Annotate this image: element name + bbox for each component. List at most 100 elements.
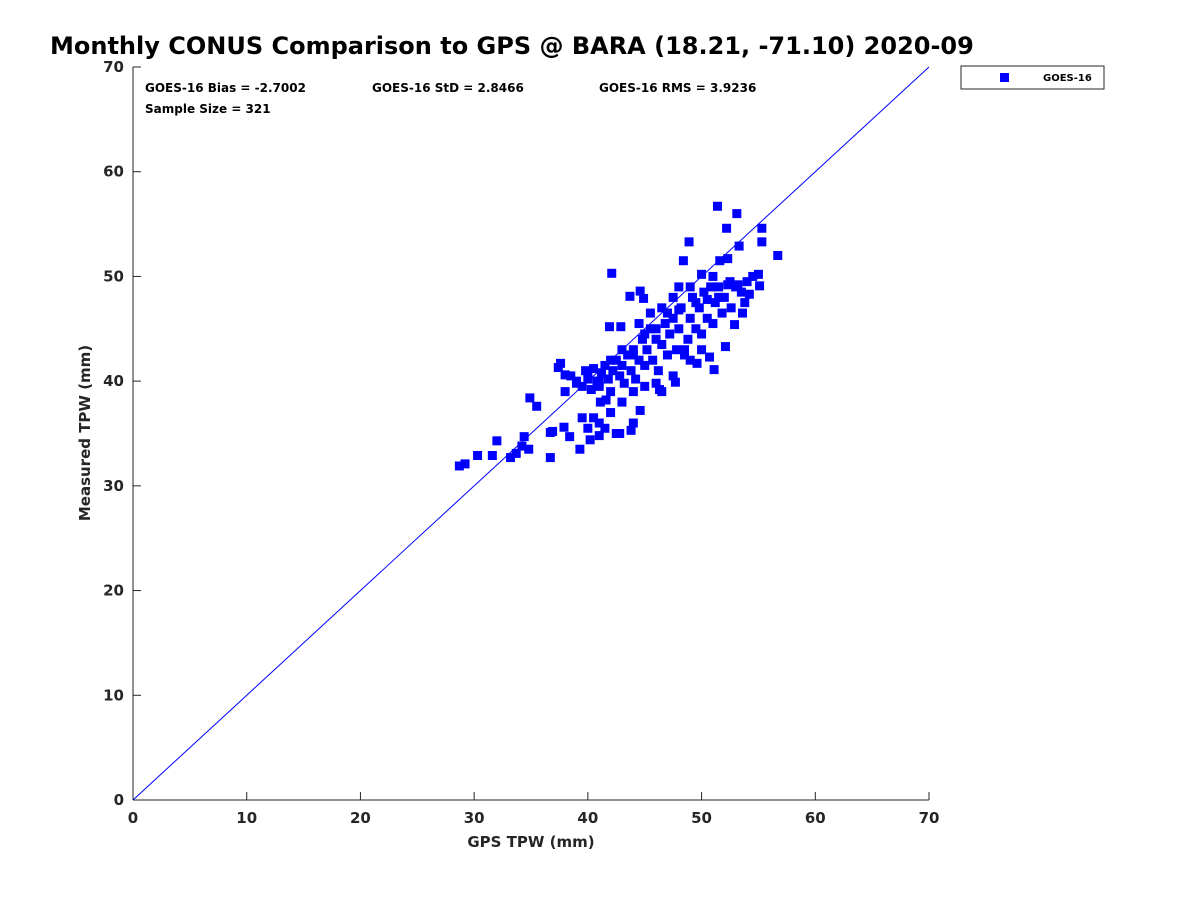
- data-point: [680, 345, 690, 355]
- data-point: [645, 308, 655, 318]
- data-point: [651, 378, 661, 388]
- data-point: [575, 444, 585, 454]
- data-point: [744, 289, 754, 299]
- data-point: [712, 201, 722, 211]
- data-point: [524, 444, 534, 454]
- data-point: [702, 294, 712, 304]
- data-point: [473, 450, 483, 460]
- stat-bias: GOES-16 Bias = -2.7002: [145, 81, 306, 95]
- data-point: [454, 461, 464, 471]
- data-point: [680, 350, 690, 360]
- data-point: [625, 291, 635, 301]
- data-point: [657, 339, 667, 349]
- data-point: [730, 320, 740, 330]
- data-point: [714, 282, 724, 292]
- data-point: [545, 453, 555, 463]
- data-point: [492, 436, 502, 446]
- data-point: [648, 355, 658, 365]
- data-point: [600, 423, 610, 433]
- data-point: [594, 418, 604, 428]
- data-point: [556, 358, 566, 368]
- y-tick-label: 60: [103, 163, 124, 181]
- data-point: [757, 237, 767, 247]
- x-tick-label: 60: [805, 809, 826, 827]
- data-point: [685, 355, 695, 365]
- data-point: [597, 368, 607, 378]
- x-tick-label: 50: [691, 809, 712, 827]
- data-point: [748, 271, 758, 281]
- data-point: [662, 350, 672, 360]
- data-point: [571, 378, 581, 388]
- data-point: [773, 250, 783, 260]
- data-point: [606, 355, 616, 365]
- data-point: [734, 241, 744, 251]
- data-point: [685, 313, 695, 323]
- data-point: [594, 376, 604, 386]
- data-point: [617, 397, 627, 407]
- stat-sample-size: Sample Size = 321: [145, 102, 271, 116]
- data-point: [611, 355, 621, 365]
- data-point: [738, 308, 748, 318]
- data-point: [733, 280, 743, 290]
- data-point: [519, 432, 529, 442]
- data-point: [637, 334, 647, 344]
- data-point: [628, 345, 638, 355]
- one-to-one-line: [132, 66, 930, 801]
- data-point: [697, 329, 707, 339]
- data-point: [670, 377, 680, 387]
- data-point: [615, 371, 625, 381]
- data-point: [660, 319, 670, 329]
- data-point: [651, 334, 661, 344]
- data-point: [709, 365, 719, 375]
- data-point: [705, 352, 715, 362]
- x-tick-label: 30: [464, 809, 485, 827]
- data-point: [619, 378, 629, 388]
- data-point: [594, 381, 604, 391]
- data-point: [565, 432, 575, 442]
- data-point: [645, 324, 655, 334]
- data-point: [559, 422, 569, 432]
- y-axis-label: Measured TPW (mm): [76, 345, 94, 521]
- data-point: [668, 313, 678, 323]
- data-point: [525, 393, 535, 403]
- data-point: [635, 405, 645, 415]
- data-point: [723, 254, 733, 264]
- data-point: [717, 308, 727, 318]
- data-point: [608, 366, 618, 376]
- data-point: [600, 360, 610, 370]
- data-point: [691, 324, 701, 334]
- data-point: [626, 366, 636, 376]
- data-point: [566, 371, 576, 381]
- data-point: [607, 268, 617, 278]
- data-point: [683, 334, 693, 344]
- data-point: [487, 450, 497, 460]
- legend-label: GOES-16: [1043, 73, 1092, 84]
- data-point: [585, 435, 595, 445]
- data-point: [460, 459, 470, 469]
- data-point: [532, 401, 542, 411]
- x-tick-label: 0: [128, 809, 138, 827]
- data-point: [589, 413, 599, 423]
- x-tick-label: 10: [236, 809, 257, 827]
- data-point: [651, 324, 661, 334]
- stat-rms: GOES-16 RMS = 3.9236: [599, 81, 756, 95]
- data-point: [606, 408, 616, 418]
- data-point: [753, 269, 763, 279]
- data-point: [757, 223, 767, 233]
- data-point: [674, 305, 684, 315]
- data-point: [678, 256, 688, 266]
- data-point: [691, 298, 701, 308]
- data-point: [626, 425, 636, 435]
- data-point: [715, 256, 725, 266]
- data-point: [674, 282, 684, 292]
- data-point: [623, 350, 633, 360]
- y-tick-label: 70: [103, 58, 124, 76]
- data-point: [674, 324, 684, 334]
- stat-std: GOES-16 StD = 2.8466: [372, 81, 524, 95]
- data-point: [699, 287, 709, 297]
- data-point: [668, 292, 678, 302]
- data-point: [628, 350, 638, 360]
- data-point: [589, 364, 599, 374]
- x-tick-label: 40: [577, 809, 598, 827]
- data-points: [454, 201, 783, 471]
